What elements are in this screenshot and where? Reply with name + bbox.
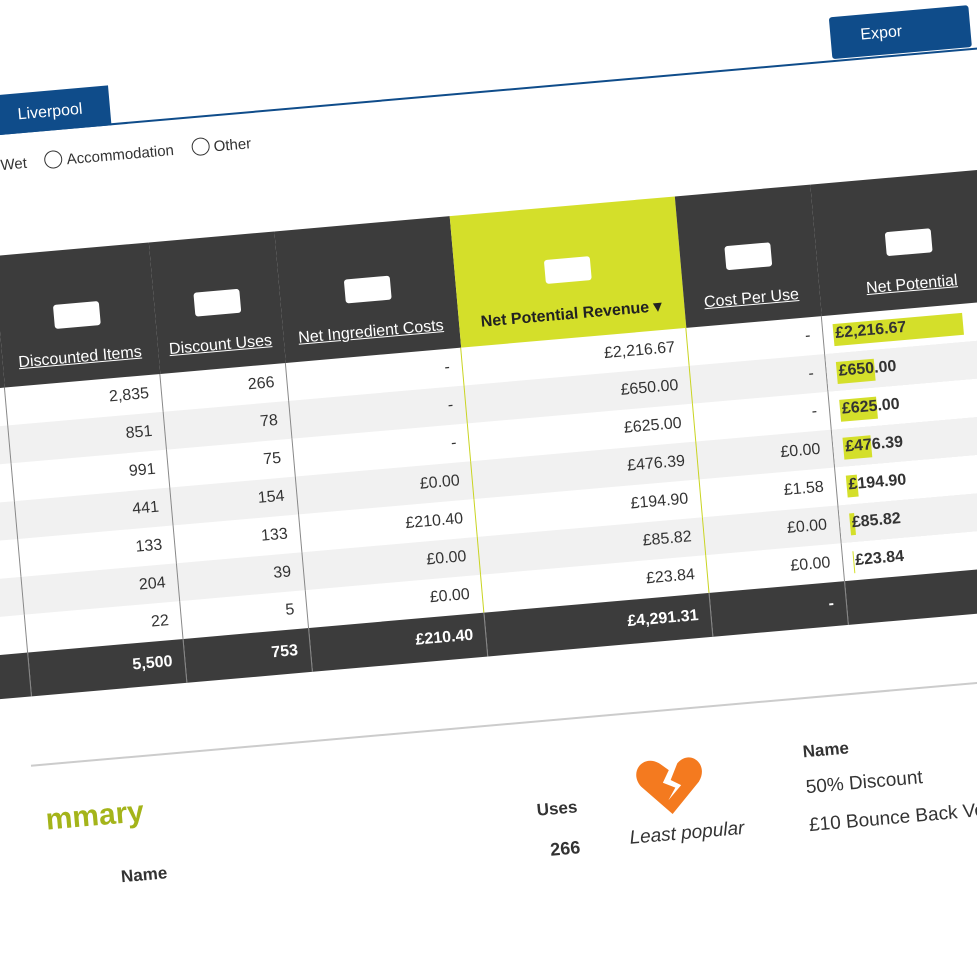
- column-header-label[interactable]: Net Potential Revenue ▾: [480, 298, 663, 331]
- column-header-label[interactable]: Net Potential: [865, 272, 959, 298]
- cell: [0, 614, 28, 656]
- least-popular-label: Least popular: [628, 817, 746, 849]
- chart-icon[interactable]: [884, 228, 933, 257]
- summary-title: mmary: [44, 795, 146, 837]
- summary-uses-header: Uses: [535, 797, 579, 820]
- chart-icon[interactable]: [723, 242, 772, 271]
- chart-icon[interactable]: [192, 288, 241, 317]
- bar-label: £476.39: [844, 433, 904, 456]
- bar-label: £625.00: [841, 395, 901, 418]
- column-header-label[interactable]: Discount Uses: [168, 332, 273, 359]
- filter-radio[interactable]: Wet: [0, 153, 28, 176]
- list-item: 50% Discount: [804, 767, 924, 799]
- list-name-header: Name: [801, 738, 850, 762]
- column-header-label[interactable]: Net Ingredient Costs: [297, 317, 445, 347]
- page: Liverpool Expor Wet Accommodation Other Di…: [0, 0, 977, 882]
- bar-label: £85.82: [851, 510, 902, 532]
- bar-label: £650.00: [837, 357, 898, 380]
- summary-uses-value: 266: [549, 837, 582, 860]
- filter-radio[interactable]: Accommodation: [44, 140, 175, 170]
- list-item: £10 Bounce Back Vouc: [808, 798, 977, 837]
- bar-label: £23.84: [854, 547, 905, 570]
- column-header: Net Potential: [809, 168, 977, 317]
- filter-radio[interactable]: Other: [191, 133, 252, 157]
- chart-icon[interactable]: [343, 275, 392, 304]
- filters: Wet Accommodation Other: [0, 133, 252, 176]
- tab-line: [0, 47, 977, 137]
- chart-icon[interactable]: [52, 301, 101, 330]
- summary-name-header: Name: [120, 863, 168, 887]
- column-header: Discounted Items: [0, 242, 160, 388]
- broken-heart-icon: [636, 757, 702, 814]
- column-header: Net Potential Revenue ▾: [449, 196, 686, 348]
- bar-label: £194.90: [847, 471, 907, 494]
- total-blank: [0, 652, 32, 700]
- column-header: Discount Uses: [148, 231, 286, 374]
- column-header: Cost Per Use: [674, 184, 822, 328]
- column-header: Net Ingredient Costs: [273, 216, 461, 364]
- data-table: Discounted Items Discount Uses Net Ingredi…: [0, 168, 977, 700]
- chart-icon[interactable]: [543, 256, 592, 285]
- column-header-label[interactable]: Discounted Items: [17, 343, 143, 372]
- column-header-label[interactable]: Cost Per Use: [703, 286, 800, 312]
- total-cell: 753: [183, 628, 313, 683]
